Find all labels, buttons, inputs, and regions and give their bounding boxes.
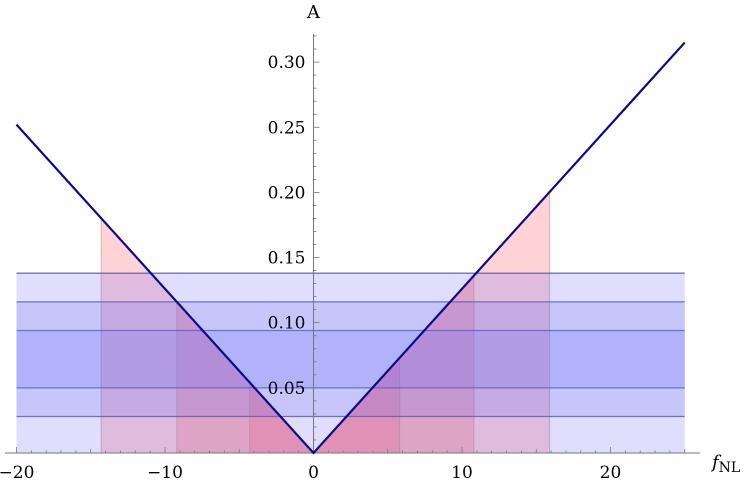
band-0 — [16, 330, 685, 388]
series-line — [15, 41, 686, 455]
y-axis-label: A — [306, 2, 321, 23]
band-2 — [16, 273, 685, 453]
y-tick-label: 0.05 — [268, 379, 306, 399]
horizontal-bands — [16, 272, 685, 453]
y-tick-label: 0.30 — [268, 53, 306, 73]
y-tick-label: 0.20 — [268, 183, 306, 203]
x-axis-label: fNL — [710, 452, 740, 476]
y-tick-label: 0.10 — [268, 314, 306, 334]
x-tick-label: 0 — [308, 463, 319, 483]
x-tick-label: 20 — [600, 463, 622, 483]
band-1 — [16, 301, 685, 417]
x-axis-label-subscript: NL — [719, 460, 741, 476]
x-tick-label: −10 — [147, 463, 183, 483]
y-tick-label: 0.15 — [268, 249, 306, 269]
x-tick-label: −20 — [0, 463, 34, 483]
y-tick-label: 0.25 — [268, 118, 306, 138]
tick-labels: −20 −10 0 10 20 0.05 0.10 0.15 0.20 0.25 0.30 — [0, 53, 621, 483]
axes — [5, 34, 700, 454]
x-tick-label: 10 — [451, 463, 473, 483]
series — [15, 41, 686, 455]
